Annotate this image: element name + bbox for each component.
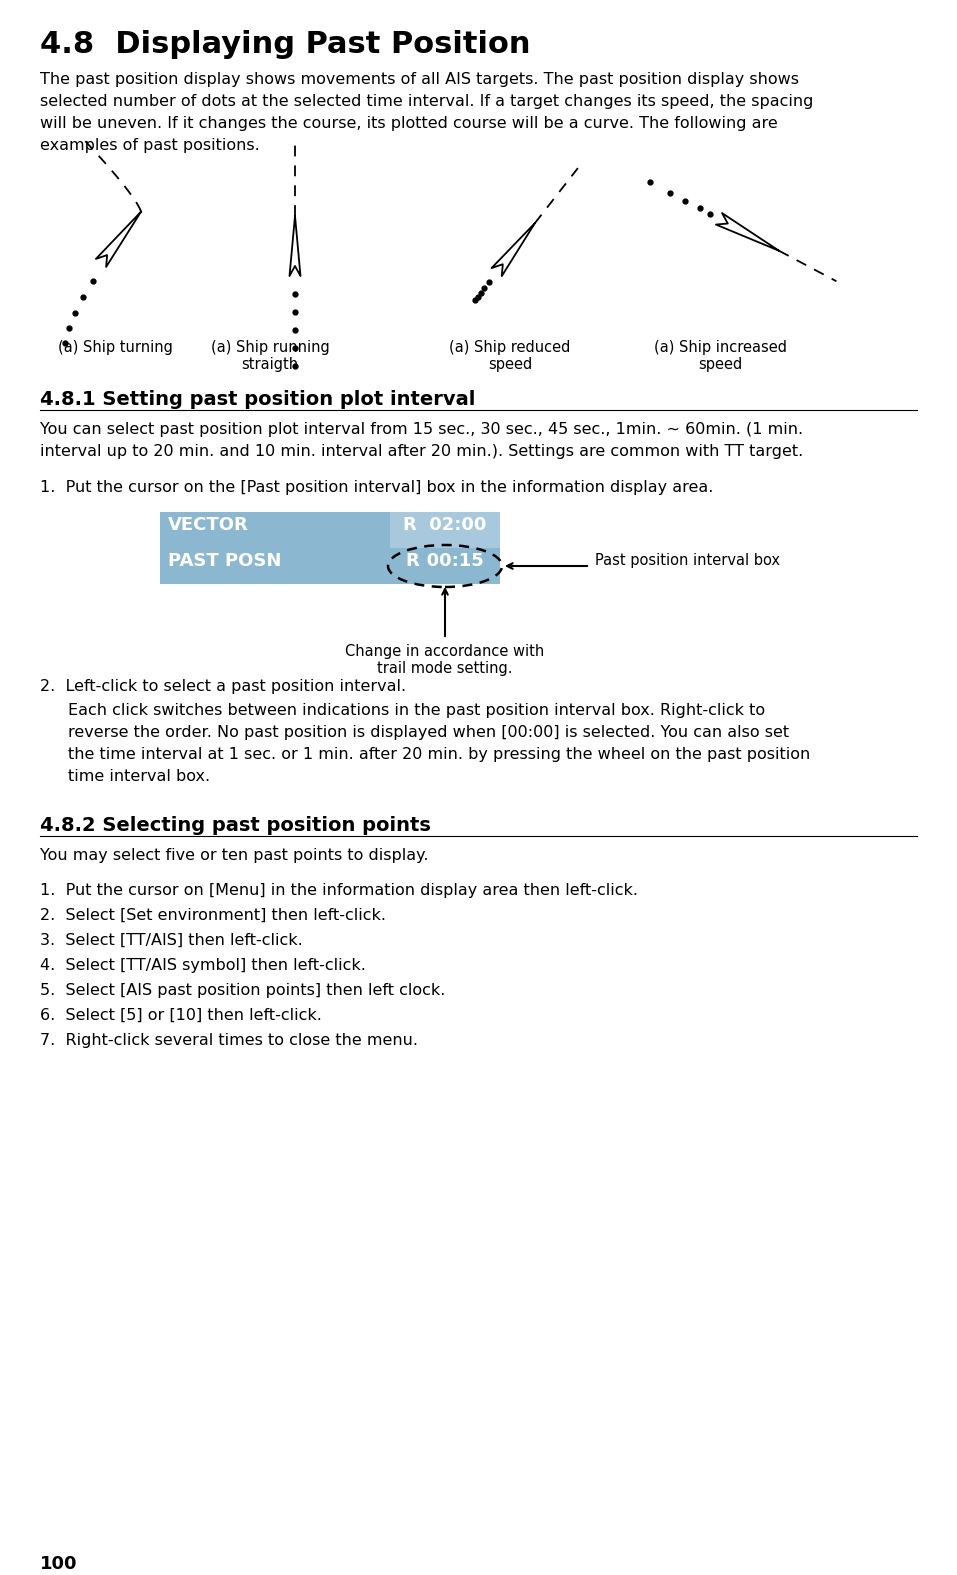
- Text: 4.8  Displaying Past Position: 4.8 Displaying Past Position: [40, 30, 530, 58]
- Text: Change in accordance with
trail mode setting.: Change in accordance with trail mode set…: [345, 644, 545, 676]
- Text: 4.8.1 Setting past position plot interval: 4.8.1 Setting past position plot interva…: [40, 391, 476, 410]
- Text: examples of past positions.: examples of past positions.: [40, 139, 259, 153]
- Text: 6.  Select [5] or [10] then left-click.: 6. Select [5] or [10] then left-click.: [40, 1008, 322, 1024]
- Text: You can select past position plot interval from 15 sec., 30 sec., 45 sec., 1min.: You can select past position plot interv…: [40, 422, 803, 436]
- Text: 4.8.2 Selecting past position points: 4.8.2 Selecting past position points: [40, 816, 431, 835]
- Text: VECTOR: VECTOR: [168, 517, 249, 534]
- Text: You may select five or ten past points to display.: You may select five or ten past points t…: [40, 847, 429, 863]
- Bar: [390, 548, 500, 584]
- Text: 2.  Left-click to select a past position interval.: 2. Left-click to select a past position …: [40, 679, 406, 695]
- Text: (a) Ship reduced
speed: (a) Ship reduced speed: [450, 340, 570, 372]
- Text: Each click switches between indications in the past position interval box. Right: Each click switches between indications …: [68, 702, 766, 718]
- Text: selected number of dots at the selected time interval. If a target changes its s: selected number of dots at the selected …: [40, 94, 813, 109]
- Bar: [390, 512, 500, 548]
- Text: 3.  Select [TT/AIS] then left-click.: 3. Select [TT/AIS] then left-click.: [40, 932, 302, 948]
- Text: R 00:15: R 00:15: [406, 551, 484, 570]
- Bar: [160, 548, 390, 584]
- Text: Past position interval box: Past position interval box: [595, 553, 780, 567]
- Text: will be uneven. If it changes the course, its plotted course will be a curve. Th: will be uneven. If it changes the course…: [40, 117, 778, 131]
- Text: 7.  Right-click several times to close the menu.: 7. Right-click several times to close th…: [40, 1033, 418, 1047]
- Text: 5.  Select [AIS past position points] then left clock.: 5. Select [AIS past position points] the…: [40, 983, 445, 999]
- Text: PAST POSN: PAST POSN: [168, 551, 281, 570]
- Text: reverse the order. No past position is displayed when [00:00] is selected. You c: reverse the order. No past position is d…: [68, 724, 790, 740]
- Bar: [160, 512, 500, 548]
- Text: 1.  Put the cursor on the [Past position interval] box in the information displa: 1. Put the cursor on the [Past position …: [40, 480, 713, 495]
- Text: (a) Ship running
straigth: (a) Ship running straigth: [211, 340, 329, 372]
- Text: (a) Ship increased
speed: (a) Ship increased speed: [654, 340, 787, 372]
- Text: the time interval at 1 sec. or 1 min. after 20 min. by pressing the wheel on the: the time interval at 1 sec. or 1 min. af…: [68, 747, 811, 762]
- Text: 100: 100: [40, 1555, 78, 1573]
- Text: R  02:00: R 02:00: [403, 517, 487, 534]
- Text: 1.  Put the cursor on [Menu] in the information display area then left-click.: 1. Put the cursor on [Menu] in the infor…: [40, 884, 638, 898]
- Text: 2.  Select [Set environment] then left-click.: 2. Select [Set environment] then left-cl…: [40, 909, 386, 923]
- Text: 4.  Select [TT/AIS symbol] then left-click.: 4. Select [TT/AIS symbol] then left-clic…: [40, 958, 366, 973]
- Text: (a) Ship turning: (a) Ship turning: [57, 340, 172, 354]
- Text: The past position display shows movements of all AIS targets. The past position : The past position display shows movement…: [40, 72, 799, 87]
- Text: interval up to 20 min. and 10 min. interval after 20 min.). Settings are common : interval up to 20 min. and 10 min. inter…: [40, 444, 803, 458]
- Text: time interval box.: time interval box.: [68, 769, 211, 784]
